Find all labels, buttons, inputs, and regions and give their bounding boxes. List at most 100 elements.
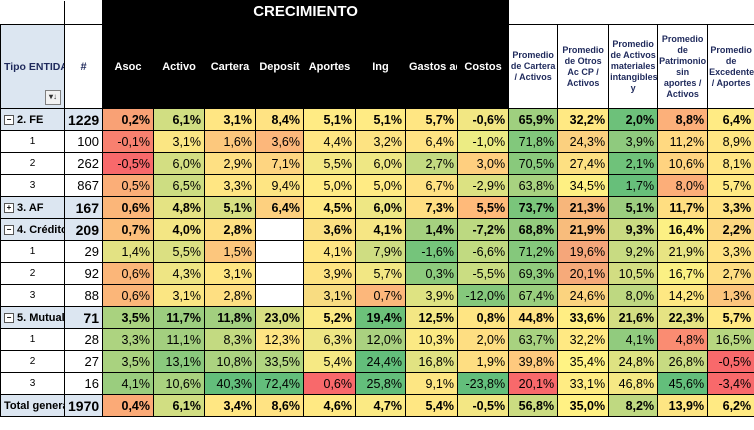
- group-row: −4. Crédito 209 0,7% 4,0% 2,8% 3,6% 4,1% 1,4% -7…: [0, 218, 754, 241]
- row-label-text: Total general: [4, 399, 64, 412]
- growth-col-header[interactable]: Costos: [456, 24, 510, 109]
- growth-col-header[interactable]: Deposit: [255, 24, 304, 109]
- value-cell: 33,5%: [255, 350, 304, 373]
- row-label-text: 1: [29, 246, 36, 257]
- value-cell: 1,4%: [405, 218, 458, 241]
- row-label: 2: [0, 262, 65, 285]
- value-cell: 19,4%: [355, 306, 406, 329]
- value-cell: -1,6%: [405, 240, 458, 263]
- value-cell: 35,0%: [557, 394, 610, 417]
- value-cell: 21,9%: [657, 240, 709, 263]
- value-cell: 63,7%: [508, 328, 559, 351]
- value-cell: 12,0%: [355, 328, 406, 351]
- entity-count: 867: [64, 174, 103, 197]
- value-cell: 72,4%: [255, 372, 304, 395]
- row-label: 3: [0, 284, 65, 307]
- collapse-icon[interactable]: −: [4, 312, 14, 323]
- entity-count: 88: [64, 284, 103, 307]
- filter-dropdown-icon[interactable]: ▾↓: [45, 90, 61, 105]
- value-cell: 4,4%: [303, 130, 356, 153]
- value-cell: 5,1%: [303, 108, 356, 131]
- value-cell: 40,3%: [204, 372, 256, 395]
- value-cell: 5,5%: [456, 196, 510, 219]
- value-cell: 20,1%: [508, 372, 559, 395]
- value-cell: 3,5%: [102, 306, 154, 329]
- count-header: #: [64, 24, 103, 109]
- value-cell: 10,5%: [608, 262, 659, 285]
- growth-col-header[interactable]: Gastos admon: [405, 24, 458, 109]
- value-cell: 5,2%: [303, 306, 356, 329]
- top-right-empty: [508, 0, 754, 25]
- entity-count: 262: [64, 152, 103, 175]
- value-cell: 2,8%: [204, 218, 256, 241]
- value-cell: 2,1%: [608, 152, 659, 175]
- row-label: 1: [0, 328, 65, 351]
- value-cell: 11,2%: [657, 130, 709, 153]
- value-cell: 4,1%: [608, 328, 659, 351]
- ratio-col-header[interactable]: Promedio de Activos materiales intangibl…: [608, 24, 659, 109]
- collapse-icon[interactable]: −: [4, 114, 14, 125]
- value-cell: 8,8%: [657, 108, 709, 131]
- value-cell: 3,1%: [204, 262, 256, 285]
- tipo-entidad-header[interactable]: Tipo ENTIDAD ▾↓: [0, 24, 65, 109]
- value-cell: [255, 262, 304, 285]
- value-cell: 12,5%: [405, 306, 458, 329]
- value-cell: 1,6%: [204, 130, 256, 153]
- value-cell: 24,4%: [355, 350, 406, 373]
- value-cell: 11,1%: [153, 328, 205, 351]
- entity-count: 16: [64, 372, 103, 395]
- row-label[interactable]: +3. AF: [0, 196, 65, 219]
- value-cell: 9,1%: [405, 372, 458, 395]
- value-cell: 14,2%: [657, 284, 709, 307]
- table-row: 3 88 0,6% 3,1% 2,8% 3,1% 0,7% 3,9% -12,0% 67,4% 24…: [0, 284, 754, 307]
- value-cell: 8,0%: [657, 174, 709, 197]
- growth-col-header[interactable]: Aportes: [303, 24, 356, 109]
- value-cell: 5,1%: [355, 108, 406, 131]
- value-cell: 4,7%: [355, 394, 406, 417]
- entity-count: 209: [64, 218, 103, 241]
- value-cell: 34,5%: [557, 174, 610, 197]
- value-cell: [255, 284, 304, 307]
- value-cell: 3,9%: [303, 262, 356, 285]
- value-cell: 24,3%: [557, 130, 610, 153]
- row-label-text: 4. Crédito: [17, 223, 65, 236]
- growth-col-header[interactable]: Activo: [153, 24, 205, 109]
- ratio-col-header[interactable]: Promedio de Patrimonio sin aportes / Act…: [657, 24, 709, 109]
- value-cell: 5,4%: [303, 350, 356, 373]
- value-cell: 4,1%: [355, 218, 406, 241]
- value-cell: 35,4%: [557, 350, 610, 373]
- row-label[interactable]: −5. Mutuales: [0, 306, 65, 329]
- row-label: 2: [0, 152, 65, 175]
- value-cell: 21,9%: [557, 218, 610, 241]
- group-row: −5. Mutuales713,5%11,7%11,8%23,0%5,2%19,…: [0, 306, 754, 329]
- row-label[interactable]: −2. FE: [0, 108, 65, 131]
- value-cell: 6,0%: [153, 152, 205, 175]
- value-cell: 6,7%: [405, 174, 458, 197]
- ratio-col-header[interactable]: Promedio de Excedente / Aportes: [707, 24, 754, 109]
- ratio-col-header[interactable]: Promedio de Cartera / Activos: [508, 24, 559, 109]
- growth-col-header[interactable]: Ing: [355, 24, 406, 109]
- value-cell: 10,3%: [405, 328, 458, 351]
- value-cell: 5,7%: [707, 306, 754, 329]
- collapse-icon[interactable]: −: [4, 224, 14, 235]
- row-label[interactable]: −4. Crédito: [0, 218, 65, 241]
- value-cell: 6,0%: [355, 152, 406, 175]
- value-cell: 33,1%: [557, 372, 610, 395]
- value-cell: 71,2%: [508, 240, 559, 263]
- value-cell: -2,9%: [456, 174, 510, 197]
- value-cell: 16,5%: [707, 328, 754, 351]
- value-cell: 3,6%: [255, 130, 304, 153]
- value-cell: 7,9%: [355, 240, 406, 263]
- value-cell: 63,8%: [508, 174, 559, 197]
- growth-col-header[interactable]: Cartera: [204, 24, 256, 109]
- value-cell: 73,7%: [508, 196, 559, 219]
- value-cell: 9,3%: [608, 218, 659, 241]
- ratio-col-header[interactable]: Promedio de Otros Ac CP / Activos: [557, 24, 610, 109]
- value-cell: -23,8%: [456, 372, 510, 395]
- expand-icon[interactable]: +: [4, 202, 14, 213]
- row-label: 3: [0, 372, 65, 395]
- value-cell: 24,8%: [608, 350, 659, 373]
- value-cell: 1,3%: [707, 284, 754, 307]
- value-cell: 3,3%: [204, 174, 256, 197]
- growth-col-header[interactable]: Asoc: [102, 24, 154, 109]
